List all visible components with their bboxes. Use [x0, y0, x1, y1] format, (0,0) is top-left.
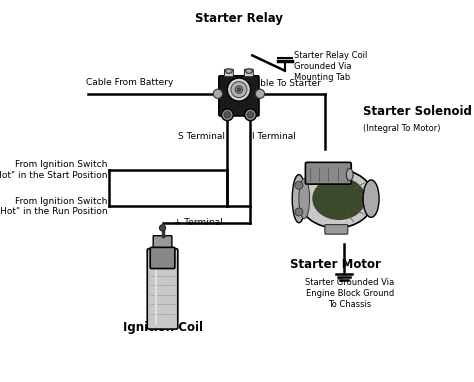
- Ellipse shape: [299, 179, 310, 219]
- Circle shape: [231, 82, 247, 97]
- Ellipse shape: [226, 69, 232, 73]
- Ellipse shape: [312, 177, 366, 220]
- Circle shape: [159, 225, 165, 231]
- Text: Starter Relay: Starter Relay: [195, 12, 283, 25]
- FancyBboxPatch shape: [150, 248, 175, 269]
- Ellipse shape: [346, 168, 353, 181]
- Text: + Terminal: + Terminal: [174, 218, 223, 227]
- Circle shape: [224, 112, 230, 118]
- Ellipse shape: [246, 69, 252, 73]
- Text: Starter Grounded Via
Engine Block Ground
To Chassis: Starter Grounded Via Engine Block Ground…: [305, 278, 394, 309]
- Circle shape: [213, 89, 222, 99]
- Circle shape: [295, 208, 303, 216]
- Text: Ignition Coil: Ignition Coil: [122, 321, 202, 334]
- Text: S Terminal: S Terminal: [178, 132, 226, 141]
- Text: Starter Solenoid: Starter Solenoid: [363, 105, 472, 118]
- FancyBboxPatch shape: [219, 76, 259, 116]
- Text: (Integral To Motor): (Integral To Motor): [363, 124, 440, 133]
- Circle shape: [295, 181, 303, 189]
- Ellipse shape: [292, 175, 306, 223]
- Ellipse shape: [299, 169, 374, 228]
- FancyBboxPatch shape: [153, 236, 172, 251]
- Ellipse shape: [363, 180, 379, 217]
- Circle shape: [235, 86, 243, 93]
- Circle shape: [228, 78, 250, 101]
- Text: ← Cable To Starter: ← Cable To Starter: [238, 79, 321, 88]
- Circle shape: [237, 88, 241, 91]
- Text: From Ignition Switch
"Hot" in the Start Position: From Ignition Switch "Hot" in the Start …: [0, 160, 107, 180]
- FancyBboxPatch shape: [225, 69, 233, 77]
- Circle shape: [221, 109, 233, 121]
- Text: Starter Motor: Starter Motor: [291, 258, 382, 271]
- Text: Starter Relay Coil
Grounded Via
Mounting Tab: Starter Relay Coil Grounded Via Mounting…: [294, 51, 368, 83]
- FancyBboxPatch shape: [305, 162, 351, 184]
- Text: Cable From Battery: Cable From Battery: [86, 78, 173, 87]
- Circle shape: [245, 109, 256, 121]
- Circle shape: [247, 112, 254, 118]
- FancyBboxPatch shape: [147, 249, 178, 329]
- FancyBboxPatch shape: [325, 225, 348, 234]
- Text: From Ignition Switch
"Hot" in the Run Position: From Ignition Switch "Hot" in the Run Po…: [0, 197, 107, 216]
- FancyBboxPatch shape: [245, 69, 253, 77]
- Circle shape: [255, 89, 264, 99]
- Text: I Terminal: I Terminal: [252, 132, 296, 141]
